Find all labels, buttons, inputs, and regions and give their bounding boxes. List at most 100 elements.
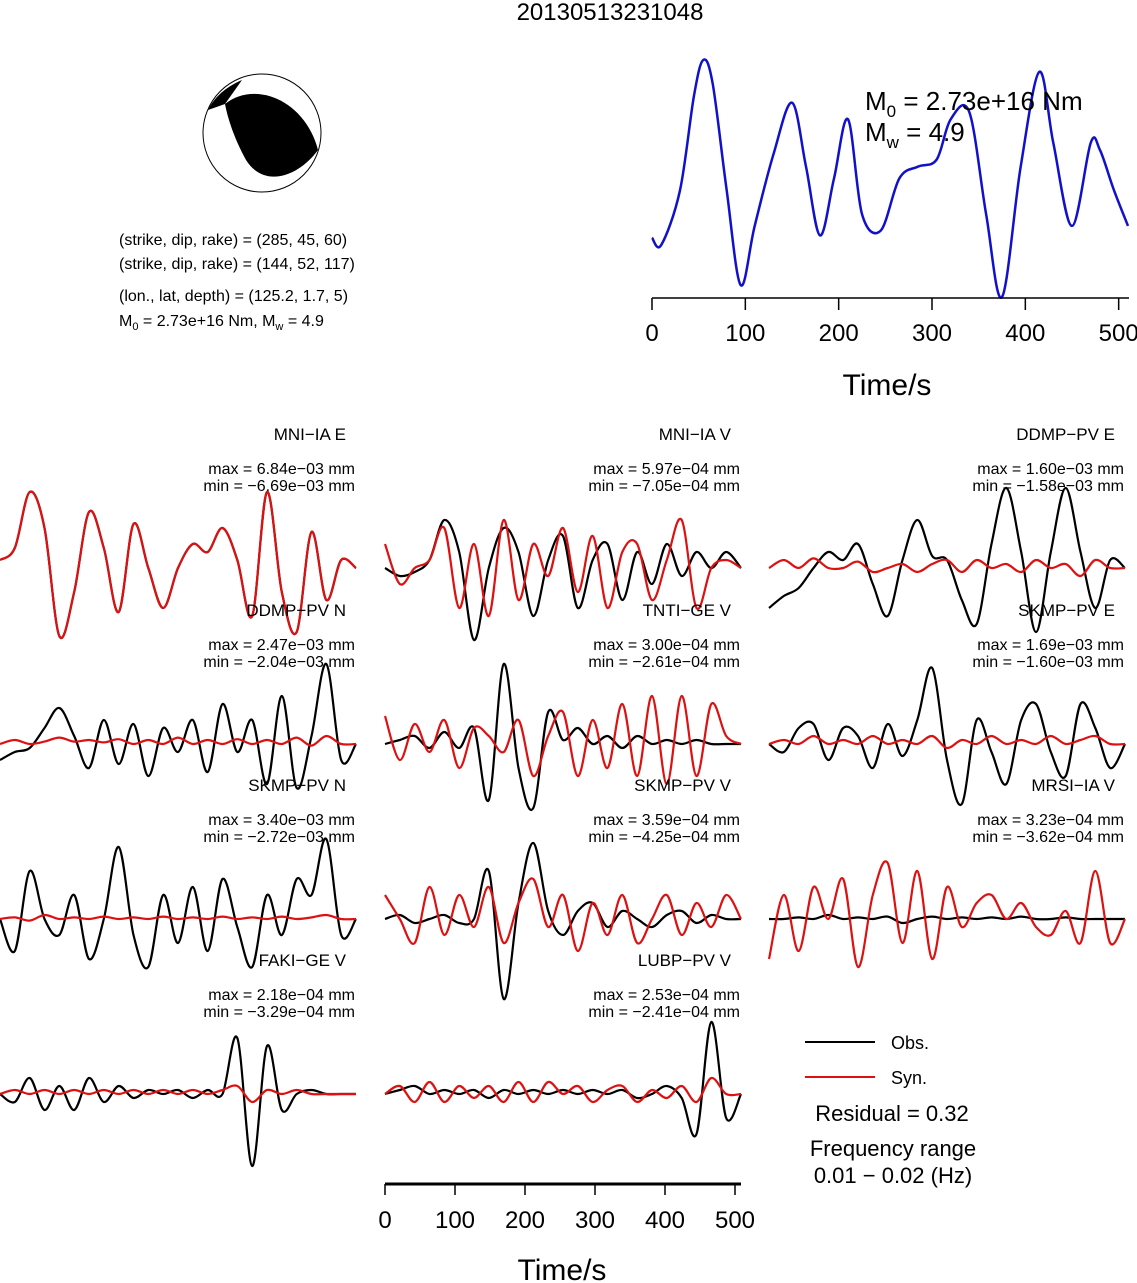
station-title: DDMP−PV N [246, 601, 346, 620]
info-line-4: M0 = 2.73e+16 Nm, Mw = 4.9 [119, 313, 324, 333]
obs-trace [768, 666, 1126, 807]
info-line-3: (lon., lat, depth) = (125.2, 1.7, 5) [119, 288, 348, 305]
syn-trace [0, 1084, 356, 1104]
stf-x-axis: 0 100 200 300 400 500 [645, 298, 1137, 347]
station-max: max = 3.40e−03 mm [208, 812, 355, 829]
station-max: max = 5.97e−04 mm [593, 461, 740, 478]
station-min: min = −3.29e−04 mm [203, 1004, 355, 1021]
station-title: MRSI−IA V [1031, 776, 1115, 795]
station-title: TNTI−GE V [643, 601, 732, 620]
obs-trace [768, 913, 1125, 925]
obs-trace [384, 841, 742, 1001]
station-min: min = −2.72e−03 mm [203, 829, 355, 846]
info-m0-label: M [119, 313, 132, 330]
legend: Obs. Syn. Residual = 0.32 Frequency rang… [805, 1033, 976, 1188]
stf-panel: M0 = 2.73e+16 Nm Mw = 4.9 0 100 200 300 400 5… [645, 58, 1137, 402]
stf-series-line [650, 58, 1130, 299]
station-max: max = 6.84e−03 mm [208, 461, 355, 478]
syn-trace [383, 694, 742, 786]
station-max: max = 2.53e−04 mm [593, 987, 740, 1004]
station-min: min = −3.62e−04 mm [972, 829, 1124, 846]
station-min: min = −7.05e−04 mm [588, 478, 740, 495]
beachball [202, 73, 322, 193]
syn-trace [767, 860, 1126, 969]
obs-trace [0, 662, 357, 790]
station-title: MNI−IA E [274, 425, 346, 444]
residual-text: Residual = 0.32 [815, 1101, 969, 1126]
syn-trace [768, 734, 1126, 750]
page-title: 20130513231048 [517, 0, 704, 26]
legend-syn-label: Syn. [891, 1068, 927, 1088]
obs-trace [768, 486, 1126, 634]
wave-x-axis-label: Time/s [518, 1254, 607, 1283]
station-max: max = 1.60e−03 mm [977, 461, 1124, 478]
station-title: SKMP−PV V [634, 776, 732, 795]
station-min: min = −2.61e−04 mm [588, 654, 740, 671]
obs-trace [0, 837, 357, 970]
station-min: min = −6.69e−03 mm [203, 478, 355, 495]
station-title: SKMP−PV N [248, 776, 346, 795]
station-max: max = 3.23e−04 mm [977, 812, 1124, 829]
station-max: max = 1.69e−03 mm [977, 637, 1124, 654]
freq-range-value: 0.01 − 0.02 (Hz) [814, 1163, 972, 1188]
freq-range-title: Frequency range [810, 1136, 976, 1161]
info-m0-sub: 0 [132, 321, 138, 333]
station-min: min = −1.58e−03 mm [972, 478, 1124, 495]
station-title: SKMP−PV E [1018, 601, 1115, 620]
obs-trace [0, 1035, 356, 1168]
source-info: (strike, dip, rake) = (285, 45, 60) (str… [119, 232, 355, 333]
stf-m0-text: M0 = 2.73e+16 Nm [865, 86, 1083, 121]
syn-trace [384, 877, 742, 953]
station-title: LUBP−PV V [638, 951, 732, 970]
beachball-compression-cap [208, 80, 242, 110]
syn-trace [383, 517, 742, 618]
stf-x-tick-label: 500 [1099, 320, 1137, 347]
wave-x-tick-label: 400 [645, 1207, 685, 1234]
info-m0-value: = 2.73e+16 Nm, M [138, 313, 275, 330]
wave-x-tick-label: 500 [715, 1207, 755, 1234]
syn-trace [384, 1076, 742, 1104]
info-mw-sub: w [274, 321, 283, 333]
station-max: max = 2.47e−03 mm [208, 637, 355, 654]
station-title: MNI−IA V [659, 425, 732, 444]
stf-x-tick-label: 400 [1005, 320, 1045, 347]
stf-x-tick-label: 300 [912, 320, 952, 347]
syn-trace [0, 734, 357, 747]
wave-x-tick-label: 100 [435, 1207, 475, 1234]
station-min: min = −2.04e−03 mm [203, 654, 355, 671]
wave-x-tick-label: 0 [378, 1207, 391, 1234]
legend-obs-label: Obs. [891, 1033, 929, 1053]
station-max: max = 2.18e−04 mm [208, 987, 355, 1004]
beachball-compression-quadrant [225, 93, 318, 177]
stf-mw-text: Mw = 4.9 [865, 117, 965, 152]
syn-trace [768, 557, 1126, 578]
station-title: FAKI−GE V [259, 951, 347, 970]
info-line-1: (strike, dip, rake) = (285, 45, 60) [119, 232, 347, 249]
syn-trace [0, 913, 357, 922]
station-min: min = −4.25e−04 mm [588, 829, 740, 846]
station-min: min = −2.41e−04 mm [588, 1004, 740, 1021]
stf-x-tick-label: 200 [819, 320, 859, 347]
station-max: max = 3.59e−04 mm [593, 812, 740, 829]
stf-x-tick-label: 0 [645, 320, 658, 347]
info-mw-value: = 4.9 [283, 313, 324, 330]
wave-x-axis: 0 100 200 300 400 500 [378, 1184, 755, 1234]
info-line-2: (strike, dip, rake) = (144, 52, 117) [119, 256, 355, 273]
station-max: max = 3.00e−04 mm [593, 637, 740, 654]
obs-trace [384, 1020, 743, 1138]
syn-trace [0, 490, 357, 640]
obs-trace [384, 518, 742, 642]
station-min: min = −1.60e−03 mm [972, 654, 1124, 671]
wave-time-axis: 0 100 200 300 400 500 Time/s [378, 1182, 755, 1283]
